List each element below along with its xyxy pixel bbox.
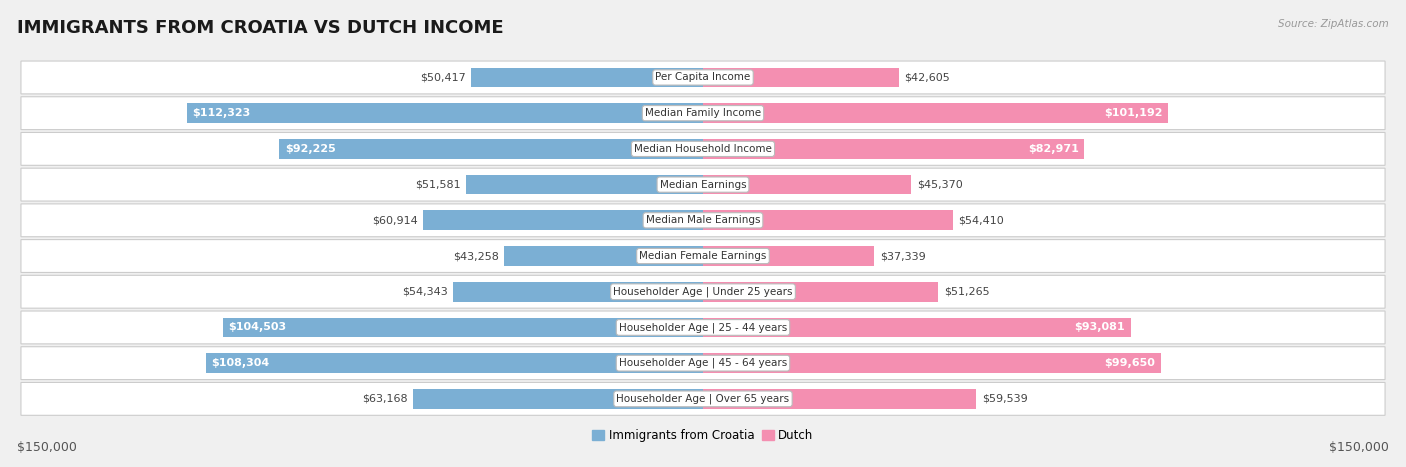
Text: $42,605: $42,605 <box>904 72 950 83</box>
FancyBboxPatch shape <box>21 311 1385 344</box>
FancyBboxPatch shape <box>21 240 1385 272</box>
Bar <box>413 389 703 409</box>
Text: $104,503: $104,503 <box>229 322 287 333</box>
Text: $45,370: $45,370 <box>917 180 963 190</box>
Bar <box>453 282 703 302</box>
Text: $63,168: $63,168 <box>361 394 408 404</box>
FancyBboxPatch shape <box>21 382 1385 415</box>
Text: $60,914: $60,914 <box>373 215 418 225</box>
Bar <box>423 211 703 230</box>
Bar <box>703 103 1168 123</box>
Bar <box>703 68 898 87</box>
Bar <box>703 139 1084 159</box>
Bar <box>505 246 703 266</box>
Text: $54,343: $54,343 <box>402 287 449 297</box>
FancyBboxPatch shape <box>21 133 1385 165</box>
FancyBboxPatch shape <box>21 61 1385 94</box>
Text: Householder Age | Over 65 years: Householder Age | Over 65 years <box>616 394 790 404</box>
Text: Source: ZipAtlas.com: Source: ZipAtlas.com <box>1278 19 1389 28</box>
Text: $82,971: $82,971 <box>1028 144 1078 154</box>
Text: Householder Age | 25 - 44 years: Householder Age | 25 - 44 years <box>619 322 787 333</box>
Text: $108,304: $108,304 <box>211 358 270 368</box>
Text: $92,225: $92,225 <box>285 144 336 154</box>
Bar <box>703 211 953 230</box>
Text: $37,339: $37,339 <box>880 251 925 261</box>
Text: $54,410: $54,410 <box>959 215 1004 225</box>
Text: $43,258: $43,258 <box>453 251 499 261</box>
Text: Median Household Income: Median Household Income <box>634 144 772 154</box>
Bar <box>703 318 1130 337</box>
Text: $150,000: $150,000 <box>1329 441 1389 454</box>
FancyBboxPatch shape <box>21 276 1385 308</box>
Bar <box>703 175 911 194</box>
Text: Median Female Earnings: Median Female Earnings <box>640 251 766 261</box>
Bar <box>703 246 875 266</box>
Bar <box>703 354 1161 373</box>
Legend: Immigrants from Croatia, Dutch: Immigrants from Croatia, Dutch <box>588 425 818 447</box>
Text: IMMIGRANTS FROM CROATIA VS DUTCH INCOME: IMMIGRANTS FROM CROATIA VS DUTCH INCOME <box>17 19 503 37</box>
Text: Median Family Income: Median Family Income <box>645 108 761 118</box>
Bar <box>187 103 703 123</box>
Bar <box>280 139 703 159</box>
Text: $50,417: $50,417 <box>420 72 465 83</box>
FancyBboxPatch shape <box>21 97 1385 130</box>
FancyBboxPatch shape <box>21 204 1385 237</box>
Text: $150,000: $150,000 <box>17 441 77 454</box>
Bar <box>703 389 976 409</box>
Text: $112,323: $112,323 <box>193 108 250 118</box>
Text: Householder Age | Under 25 years: Householder Age | Under 25 years <box>613 286 793 297</box>
Bar <box>471 68 703 87</box>
Text: Median Male Earnings: Median Male Earnings <box>645 215 761 225</box>
Text: Median Earnings: Median Earnings <box>659 180 747 190</box>
Bar <box>467 175 703 194</box>
FancyBboxPatch shape <box>21 347 1385 380</box>
Text: Per Capita Income: Per Capita Income <box>655 72 751 83</box>
Text: $51,581: $51,581 <box>415 180 461 190</box>
Text: $93,081: $93,081 <box>1074 322 1125 333</box>
Bar <box>224 318 703 337</box>
Bar <box>205 354 703 373</box>
Text: Householder Age | 45 - 64 years: Householder Age | 45 - 64 years <box>619 358 787 368</box>
Text: $99,650: $99,650 <box>1104 358 1156 368</box>
Text: $59,539: $59,539 <box>981 394 1028 404</box>
FancyBboxPatch shape <box>21 168 1385 201</box>
Text: $101,192: $101,192 <box>1104 108 1163 118</box>
Bar <box>703 282 938 302</box>
Text: $51,265: $51,265 <box>943 287 990 297</box>
